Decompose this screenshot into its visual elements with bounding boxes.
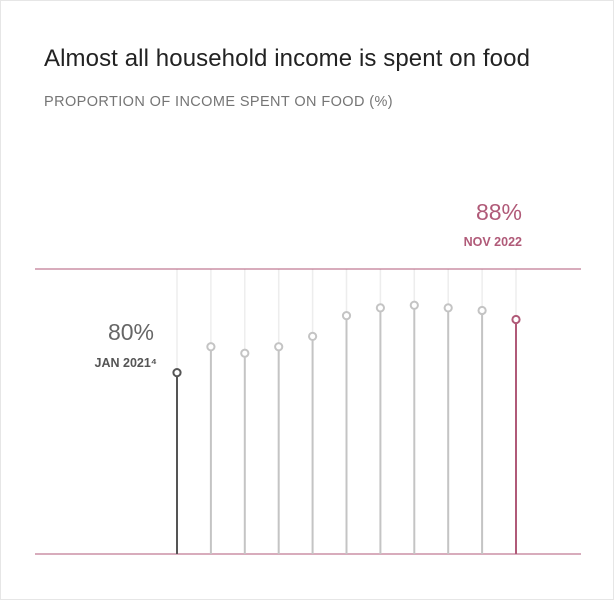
lollipop-point [240,348,250,358]
lollipop-point [308,331,318,341]
end-date-label: NOV 2022 [464,235,522,249]
lollipop-marks [172,300,521,554]
lollipop-point [341,311,352,321]
lollipop-point [409,300,419,310]
lollipop-point [375,303,385,313]
chart-subtitle: PROPORTION OF INCOME SPENT ON FOOD (%) [44,94,393,110]
lollipop-point [274,342,284,352]
lollipop-point [172,368,182,378]
start-date-label: JAN 2021⁴ [95,356,157,370]
start-value-label: 80% [108,319,154,345]
lollipop-point [511,314,521,325]
lollipop-point [443,303,453,313]
lollipop-point [477,305,487,316]
chart-title: Almost all household income is spent on … [44,45,531,72]
lollipop-point [206,342,216,352]
end-value-label: 88% [476,199,522,225]
